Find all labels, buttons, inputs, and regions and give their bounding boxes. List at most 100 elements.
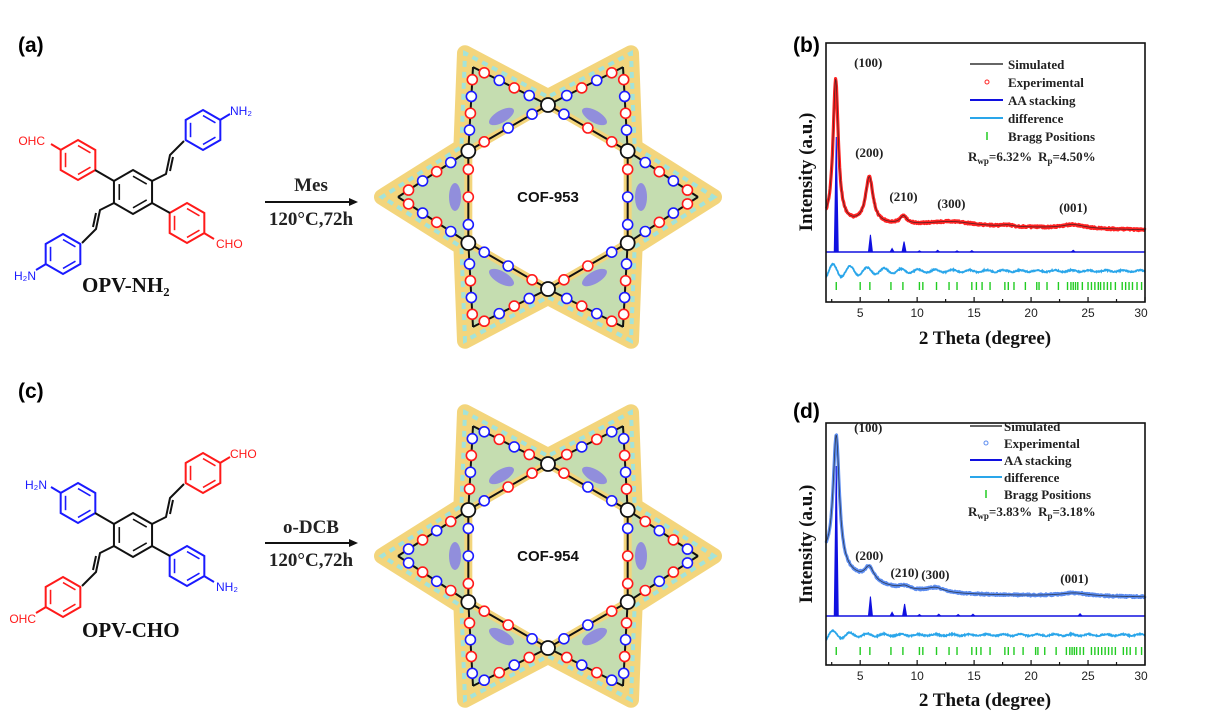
cof-phenyl-ring [590,74,603,87]
cof-phenyl-ring [558,274,570,286]
cof-phenyl-ring [444,225,457,238]
cof-arm-fill [398,510,469,602]
plot-frame [825,422,1146,666]
fit-statistics: Rwp=6.32% Rp=4.50% [968,149,1096,166]
series-aa-stacking-peak [969,250,975,253]
cof-phenyl-ring [478,674,491,687]
cof-phenyl-ring [526,467,538,479]
substituent-bond [50,143,62,151]
series-aa-stacking-peak [833,136,839,253]
molecule-bonds [35,108,231,276]
cof-phenyl-ring [575,82,588,94]
peak-label: (200) [855,548,883,563]
cof-phenyl-ring [430,524,443,537]
substituent-bond [219,456,231,464]
ring-double-bond [202,457,216,467]
cof-phenyl-ring [444,584,457,597]
cof-phenyl-ring [462,191,475,203]
cof-framework [374,404,722,708]
cof-phenyl-ring [617,308,630,321]
cof-phenyl-ring [462,577,475,590]
series-aa-stacking-peak [955,613,961,617]
legend-bragg: Bragg Positions [1008,129,1095,144]
cof-core-ring [540,97,556,113]
cof-arm-fill [398,151,469,243]
cof-phenyl-ring [618,90,631,103]
cof-phenyl-ring [605,66,618,79]
cof-phenyl-ring [462,522,475,535]
cof-phenyl-ring [605,494,618,507]
group-cho: CHO [216,237,243,251]
legend-simulated: Simulated [1008,57,1065,72]
cof-phenyl-ring [605,425,618,438]
arrow-head-icon [349,198,358,206]
molecule-bonds [35,451,231,619]
peak-label: (300) [921,567,949,582]
cof-arm-fill [627,510,698,602]
ring-double-bond [62,260,76,270]
cof-phenyl-ring [464,633,477,646]
cof-phenyl-ring [605,315,618,328]
bond [94,169,115,182]
cof-phenyl-ring [618,449,631,462]
pxrd-chart-b: 5 10 15 20 25 30 Simulated Experimental AA st… [796,42,1148,349]
cof-phenyl-ring [478,605,491,618]
plot-area [824,77,1147,290]
group-h2n: H₂N [25,478,47,492]
x-tick-label: 10 [910,306,924,320]
group-ohc: OHC [9,612,36,626]
cof-953-structure: COF-953 [374,45,722,349]
cof-core-ring [540,640,556,656]
cof-phenyl-ring [575,659,588,671]
cof-phenyl-ring [508,659,521,671]
ring-double-bond [202,479,216,489]
cof-phenyl-ring [560,89,573,102]
cof-phenyl-ring [464,274,477,287]
cof-phenyl-ring [618,650,631,663]
cof-phenyl-ring [681,198,694,210]
series-aa-stacking-peak [833,465,839,617]
cof-phenyl-ring [667,566,680,578]
cof-core-ring [540,281,556,297]
cof-phenyl-ring [590,666,603,679]
cof-phenyl-ring [575,441,588,453]
ring-double-bond [132,518,148,528]
series-aa-stacking-peak [1077,612,1083,617]
vinyl-bond [81,545,115,587]
cof-label: COF-954 [517,548,579,565]
arrow-head-icon [349,539,358,547]
cof-phenyl-ring [466,667,479,680]
cof-phenyl-ring [617,667,630,680]
ring-double-bond [186,550,200,560]
cof-phenyl-ring [621,522,634,535]
cof-phenyl-ring [639,225,652,238]
cof-phenyl-ring [605,605,618,618]
cof-stacking-shadow [449,542,461,570]
series-aa-stacking-peak [901,241,907,253]
cof-phenyl-ring [465,291,478,304]
cof-phenyl-ring [478,425,491,438]
cof-phenyl-ring [430,165,443,178]
ring-double-bond [186,229,200,239]
vinyl-double-bond [169,156,174,172]
group-h2n: H₂N [14,269,36,283]
x-axis-ticks: 5 10 15 20 25 30 [831,297,1148,320]
cof-phenyl-ring [617,73,630,86]
y-axis-title: Intensity (a.u.) [796,113,817,232]
cof-phenyl-ring [621,218,634,231]
cof-phenyl-ring [523,448,536,461]
cof-core-ring [460,502,477,518]
cof-phenyl-ring [590,307,603,320]
cof-phenyl-ring [653,524,666,537]
cof-stacking-shadow [582,466,607,485]
vinyl-bond [151,483,185,525]
molecule-opv-nh2: OHC CHO NH₂ H₂N [14,104,252,283]
x-tick-label: 15 [967,306,981,320]
reaction-arrow-c: o-DCB 120°C,72h [265,517,358,571]
ring-double-bond [77,144,91,154]
cof-phenyl-ring [582,260,594,272]
series-aa-stacking-peak [936,613,942,617]
cof-core-ring [540,456,556,472]
cof-phenyl-ring [463,258,476,270]
